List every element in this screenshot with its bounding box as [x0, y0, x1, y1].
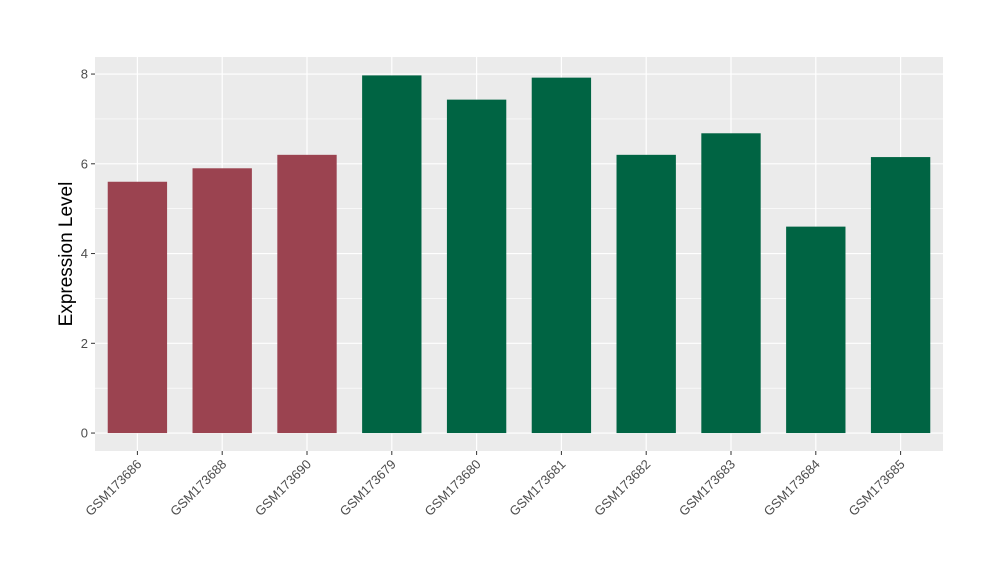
x-tick-label: GSM173690	[252, 457, 314, 519]
x-tick-label: GSM173679	[337, 457, 399, 519]
bar-GSM173690	[277, 154, 337, 434]
y-axis-title: Expression Level	[56, 182, 77, 327]
bar-GSM173679	[362, 75, 422, 434]
bar-GSM173684	[786, 226, 846, 434]
x-axis: GSM173686 GSM173688 GSM173690 GSM173679 GSM1…	[82, 451, 908, 519]
bar-GSM173683	[701, 133, 761, 434]
y-tick-label: 2	[81, 336, 88, 351]
bar-GSM173688	[192, 168, 252, 434]
x-tick-label: GSM173681	[506, 457, 568, 519]
bar-GSM173685	[870, 157, 931, 434]
bar-GSM173682	[616, 154, 676, 434]
bars	[107, 75, 931, 434]
x-tick-label: GSM173685	[845, 457, 907, 519]
x-tick-label: GSM173683	[676, 457, 738, 519]
x-tick-label: GSM173686	[82, 457, 144, 519]
x-tick-label: GSM173680	[421, 457, 483, 519]
y-tick-label: 6	[81, 156, 88, 171]
x-tick-label: GSM173682	[591, 457, 653, 519]
bar-GSM173686	[107, 181, 168, 434]
x-tick-label: GSM173684	[761, 457, 823, 519]
y-tick-label: 8	[81, 67, 88, 82]
bar-GSM173681	[531, 77, 592, 434]
bar-GSM173680	[446, 99, 507, 434]
x-tick-label: GSM173688	[167, 457, 229, 519]
y-tick-label: 0	[81, 426, 88, 441]
y-axis: 0 2 4 6 8	[81, 67, 95, 441]
y-tick-label: 4	[81, 246, 88, 261]
